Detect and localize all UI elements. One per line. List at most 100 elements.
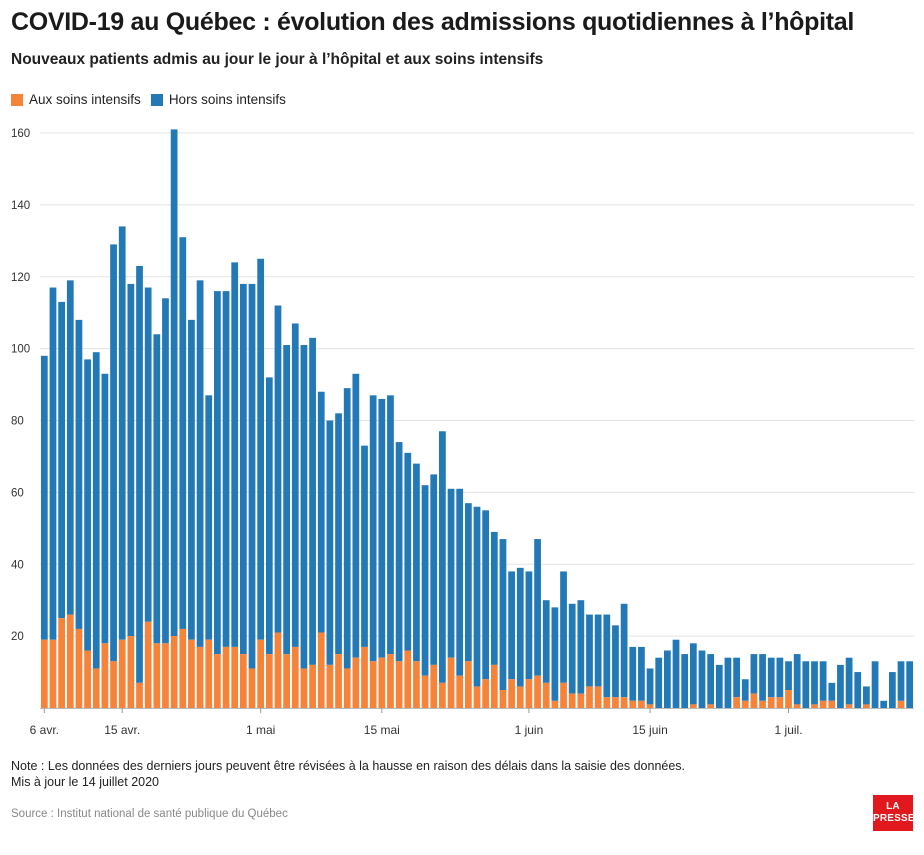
bar-non-icu <box>586 614 593 687</box>
bar-icu <box>785 690 792 708</box>
bar-non-icu <box>534 539 541 676</box>
bar-non-icu <box>672 639 680 708</box>
y-tick-label: 80 <box>11 416 24 428</box>
bar-non-icu <box>214 291 221 655</box>
bar-icu <box>335 654 342 708</box>
bar-non-icu <box>456 488 464 676</box>
legend-item-non-icu: Hors soins intensifs <box>150 92 286 107</box>
bar-icu <box>92 668 100 708</box>
bar-non-icu <box>239 283 247 655</box>
bar-non-icu <box>664 650 671 708</box>
bar-icu <box>352 657 360 708</box>
bar-non-icu <box>205 395 213 640</box>
bar-non-icu <box>49 287 57 640</box>
bar-icu <box>430 664 438 708</box>
bar-non-icu <box>231 262 239 647</box>
update-date: Mis à jour le 14 juillet 2020 <box>11 775 159 789</box>
bar-non-icu <box>309 337 316 665</box>
y-tick-label: 60 <box>11 487 24 499</box>
bar-non-icu <box>58 301 66 619</box>
bar-icu <box>231 646 239 708</box>
legend-item-icu: Aux soins intensifs <box>11 92 141 107</box>
bar-non-icu <box>871 661 879 708</box>
bar-icu <box>75 628 83 708</box>
bar-icu <box>404 650 412 708</box>
bar-non-icu <box>594 614 602 687</box>
bar-non-icu <box>101 373 109 644</box>
bar-icu <box>568 693 576 708</box>
bar-icu <box>750 693 758 708</box>
bar-icu <box>291 646 299 708</box>
la-presse-logo: LA PRESSE <box>873 795 915 831</box>
bar-non-icu <box>413 463 420 662</box>
bar-icu <box>689 704 697 708</box>
bar-non-icu <box>439 431 446 683</box>
bar-icu <box>759 700 766 708</box>
bar-non-icu <box>819 661 827 701</box>
bar-icu <box>309 664 316 708</box>
bar-non-icu <box>828 682 836 701</box>
bar-icu <box>741 700 749 708</box>
bar-icu <box>586 686 593 708</box>
bar-non-icu <box>715 664 723 708</box>
bar-icu <box>162 643 169 708</box>
revision-note: Note : Les données des derniers jours pe… <box>11 759 686 773</box>
bar-non-icu <box>369 395 377 662</box>
bar-non-icu <box>906 661 914 708</box>
y-tick-label: 160 <box>11 128 30 140</box>
logo-line-1: LA <box>886 801 900 812</box>
chart-subtitle: Nouveaux patients admis au jour le jour … <box>11 51 544 68</box>
bar-non-icu <box>854 672 862 708</box>
chart-title: COVID-19 au Québec : évolution des admis… <box>11 8 855 36</box>
bar-non-icu <box>646 668 654 705</box>
bar-non-icu <box>577 600 585 694</box>
bar-icu <box>214 654 221 708</box>
bar-non-icu <box>127 283 135 637</box>
bar-icu <box>551 700 559 708</box>
bar-icu <box>620 697 628 708</box>
bar-non-icu <box>785 661 792 691</box>
x-tick-label: 6 avr. <box>30 723 59 737</box>
bar-non-icu <box>196 280 204 647</box>
bar-icu <box>733 697 740 708</box>
logo-line-2: PRESSE <box>873 813 915 824</box>
bar-icu <box>473 686 481 708</box>
bar-icu <box>439 682 446 708</box>
bar-non-icu <box>136 265 143 683</box>
bar-icu <box>378 657 386 708</box>
bar-icu <box>464 661 472 708</box>
bar-non-icu <box>257 258 265 640</box>
footnote: Note : Les données des derniers jours pe… <box>11 758 685 790</box>
bar-non-icu <box>395 442 403 662</box>
bar-icu <box>603 697 611 708</box>
y-tick-label: 40 <box>11 559 24 571</box>
bar-icu <box>793 704 801 708</box>
y-tick-label: 100 <box>11 344 30 356</box>
bar-non-icu <box>404 452 412 651</box>
bar-non-icu <box>724 657 732 708</box>
bar-icu <box>447 657 455 708</box>
bar-non-icu <box>733 657 740 698</box>
legend-swatch-icu <box>11 93 23 106</box>
bar-non-icu <box>793 654 801 705</box>
admissions-bar-chart: 20 40 60 80 100 120 140 160 6 avr. 15 avr. 1 mai 15… <box>11 128 914 737</box>
bar-icu <box>811 704 818 708</box>
bar-non-icu <box>638 646 645 701</box>
bar-non-icu <box>335 413 342 655</box>
bar-icu <box>863 704 870 708</box>
bar-non-icu <box>750 654 758 694</box>
bar-icu <box>179 628 187 708</box>
y-tick-label: 140 <box>11 200 30 212</box>
bar-icu <box>776 697 784 708</box>
bar-non-icu <box>179 237 187 629</box>
bar-non-icu <box>568 603 576 694</box>
bar-icu <box>170 636 178 708</box>
bar-icu <box>58 618 66 708</box>
bar-non-icu <box>343 388 351 669</box>
bar-icu <box>188 639 195 708</box>
bar-icu <box>127 636 135 708</box>
bar-non-icu <box>118 226 126 640</box>
bar-icu <box>516 686 524 708</box>
bar-non-icu <box>551 607 559 701</box>
bar-non-icu <box>378 398 386 658</box>
